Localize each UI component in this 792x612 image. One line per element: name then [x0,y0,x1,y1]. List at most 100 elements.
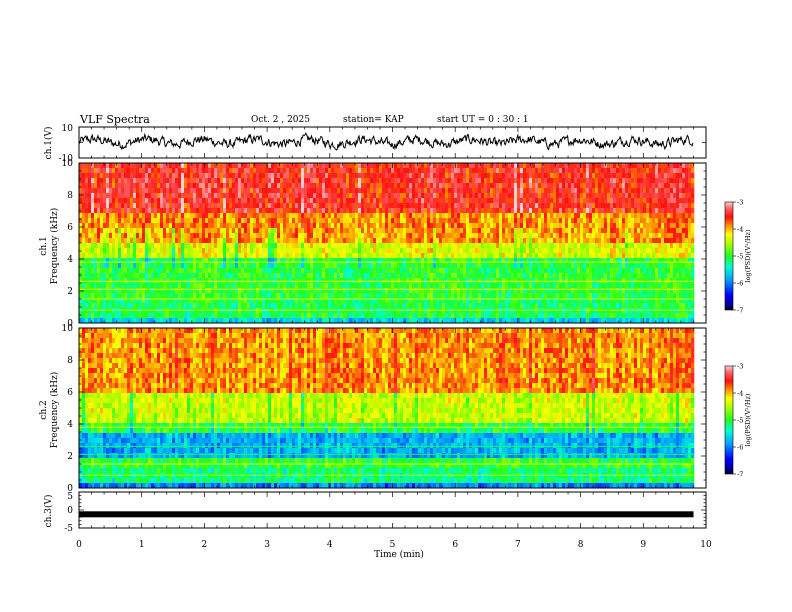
spectrogram-cell [439,198,443,204]
spectrogram-cell [487,233,491,239]
spectrogram-cell [250,263,254,269]
spectrogram-cell [142,278,146,284]
spectrogram-cell [160,313,164,319]
spectrogram-cell [448,183,452,189]
spectrogram-cell [313,263,317,269]
spectrogram-cell [385,168,389,174]
spectrogram-cell [133,283,137,289]
spectrogram-cell [187,293,191,299]
spectrogram-cell [286,163,290,169]
spectrogram-cell [199,278,203,284]
spectrogram-cell [277,273,281,279]
spectrogram-cell [226,183,230,189]
spectrogram-cell [190,163,194,169]
spectrogram-cell [301,283,305,289]
spectrogram-cell [115,268,119,274]
spectrogram-cell [361,318,365,324]
spectrogram-cell [181,203,185,209]
spectrogram-cell [214,318,218,324]
spectrogram-cell [85,208,89,214]
spectrogram-cell [508,218,512,224]
spectrogram-cell [199,178,203,184]
spectrogram-cell [421,258,425,264]
spectrogram-cell [421,168,425,174]
spectrogram-cell [241,218,245,224]
spectrogram-cell [292,278,296,284]
spectrogram-cell [370,268,374,274]
spectrogram-cell [460,303,464,309]
spectrogram-cell [259,283,263,289]
spectrogram-cell [352,293,356,299]
spectrogram-cell [220,273,224,279]
spectrogram-cell [397,233,401,239]
spectrogram-cell [124,173,128,179]
spectrogram-cell [349,233,353,239]
spectrogram-cell [418,293,422,299]
spectrogram-cell [316,313,320,319]
spectrogram-cell [373,253,377,259]
spectrogram-cell [277,193,281,199]
spectrogram-cell [328,238,332,244]
spectrogram-cell [511,188,515,194]
spectrogram-cell [271,203,275,209]
spectrogram-cell [415,178,419,184]
spectrogram-cell [469,253,473,259]
spectrogram-cell [220,298,224,304]
spectrogram-cell [439,263,443,269]
spectrogram-cell [148,283,152,289]
spectrogram-cell [79,253,83,259]
spectrogram-cell [487,253,491,259]
spectrogram-cell [400,218,404,224]
spectrogram-cell [340,193,344,199]
spectrogram-cell [409,253,413,259]
spectrogram-cell [223,253,227,259]
spectrogram-cell [400,243,404,249]
spectrogram-cell [193,318,197,324]
spectrogram-cell [370,223,374,229]
spectrogram-cell [112,298,116,304]
spectrogram-cell [421,273,425,279]
spectrogram-cell [376,168,380,174]
spectrogram-cell [418,223,422,229]
spectrogram-cell [223,318,227,324]
spectrogram-cell [484,288,488,294]
spectrogram-cell [277,298,281,304]
spectrogram-cell [394,188,398,194]
spectrogram-cell [211,278,215,284]
spectrogram-cell [256,268,260,274]
spectrogram-cell [226,208,230,214]
spectrogram-cell [454,293,458,299]
spectrogram-cell [112,173,116,179]
spectrogram-cell [226,163,230,169]
spectrogram-cell [262,273,266,279]
spectrogram-cell [364,238,368,244]
spectrogram-cell [379,318,383,324]
spectrogram-cell [88,318,92,324]
spectrogram-cell [187,203,191,209]
spectrogram-cell [379,168,383,174]
spectrogram-cell [235,178,239,184]
spectrogram-cell [403,203,407,209]
spectrogram-cell [79,203,83,209]
spectrogram-cell [271,188,275,194]
spectrogram-cell [391,303,395,309]
spectrogram-cell [430,228,434,234]
spectrogram-cell [286,268,290,274]
spectrogram-cell [280,183,284,189]
spectrogram-cell [346,223,350,229]
spectrogram-cell [319,208,323,214]
spectrogram-cell [478,208,482,214]
spectrogram-cell [118,218,122,224]
spectrogram-cell [286,273,290,279]
spectrogram-cell [364,258,368,264]
spectrogram-cell [433,253,437,259]
spectrogram-cell [334,233,338,239]
spectrogram-cell [175,178,179,184]
spectrogram-cell [199,293,203,299]
spectrogram-cell [208,188,212,194]
spectrogram-cell [340,208,344,214]
spectrogram-cell [466,208,470,214]
spectrogram-cell [472,283,476,289]
spectrogram-cell [475,318,479,324]
spectrogram-cell [208,233,212,239]
